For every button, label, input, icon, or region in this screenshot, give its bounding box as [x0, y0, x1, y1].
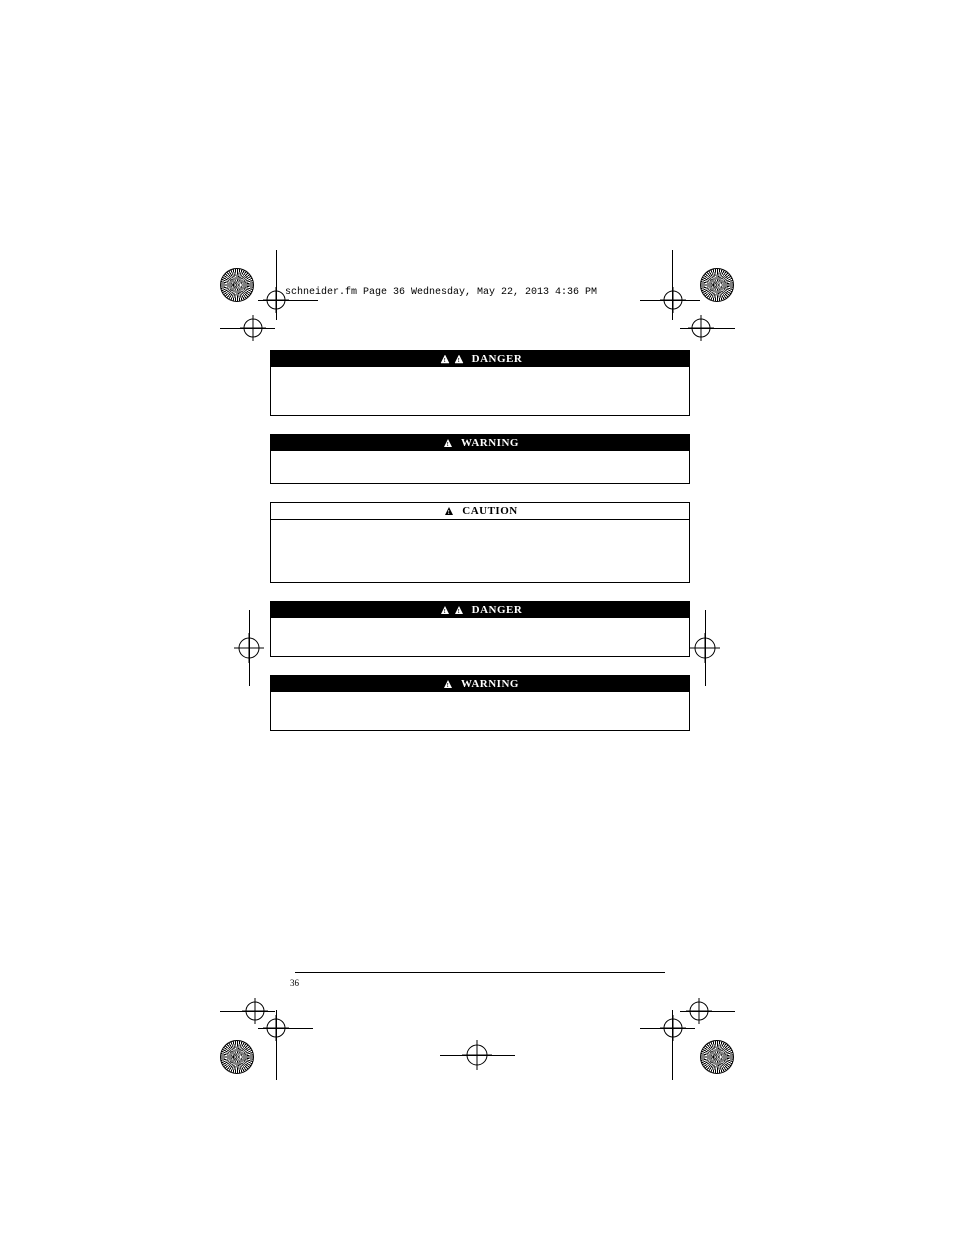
- warning-triangle-icon: !: [444, 506, 454, 516]
- registration-mark-icon: [220, 1040, 254, 1074]
- warning-triangle-icon: !: [443, 438, 453, 448]
- warning-triangle-icon: !: [440, 354, 450, 364]
- danger-header: ! ! DANGER: [271, 602, 689, 618]
- box-label: CAUTION: [462, 505, 517, 517]
- box-label: WARNING: [461, 678, 519, 690]
- warning-box-1: ! WARNING: [270, 434, 690, 484]
- svg-text:!: !: [447, 683, 450, 689]
- registration-mark-icon: [700, 268, 734, 302]
- footer-rule: [295, 972, 665, 973]
- svg-text:!: !: [443, 358, 446, 364]
- caution-box: ! CAUTION: [270, 502, 690, 583]
- svg-text:!: !: [457, 609, 460, 615]
- danger-box-1: ! ! DANGER: [270, 350, 690, 416]
- document-header: schneider.fm Page 36 Wednesday, May 22, …: [285, 287, 597, 298]
- footer-page-number: 36: [290, 978, 299, 988]
- svg-text:!: !: [457, 358, 460, 364]
- crosshair-icon: [660, 287, 686, 313]
- warning-box-2: ! WARNING: [270, 675, 690, 731]
- crosshair-icon: [263, 287, 289, 313]
- svg-text:!: !: [448, 510, 451, 516]
- box-label: DANGER: [472, 353, 523, 365]
- box-body: [271, 692, 689, 730]
- registration-mark-icon: [700, 1040, 734, 1074]
- caution-header: ! CAUTION: [271, 503, 689, 520]
- warning-header: ! WARNING: [271, 435, 689, 451]
- box-label: DANGER: [472, 604, 523, 616]
- box-body: [271, 618, 689, 656]
- warning-triangle-icon: !: [454, 354, 464, 364]
- box-label: WARNING: [461, 437, 519, 449]
- box-body: [271, 451, 689, 483]
- content-area: ! ! DANGER ! WARNING ! CAUTION ! ! DANGE…: [220, 350, 740, 749]
- danger-box-2: ! ! DANGER: [270, 601, 690, 657]
- svg-text:!: !: [447, 442, 450, 448]
- warning-triangle-icon: !: [440, 605, 450, 615]
- warning-triangle-icon: !: [454, 605, 464, 615]
- box-body: [271, 520, 689, 582]
- crosshair-icon: [660, 1015, 686, 1041]
- warning-header: ! WARNING: [271, 676, 689, 692]
- box-body: [271, 367, 689, 415]
- warning-triangle-icon: !: [443, 679, 453, 689]
- registration-mark-icon: [220, 268, 254, 302]
- svg-text:!: !: [443, 609, 446, 615]
- danger-header: ! ! DANGER: [271, 351, 689, 367]
